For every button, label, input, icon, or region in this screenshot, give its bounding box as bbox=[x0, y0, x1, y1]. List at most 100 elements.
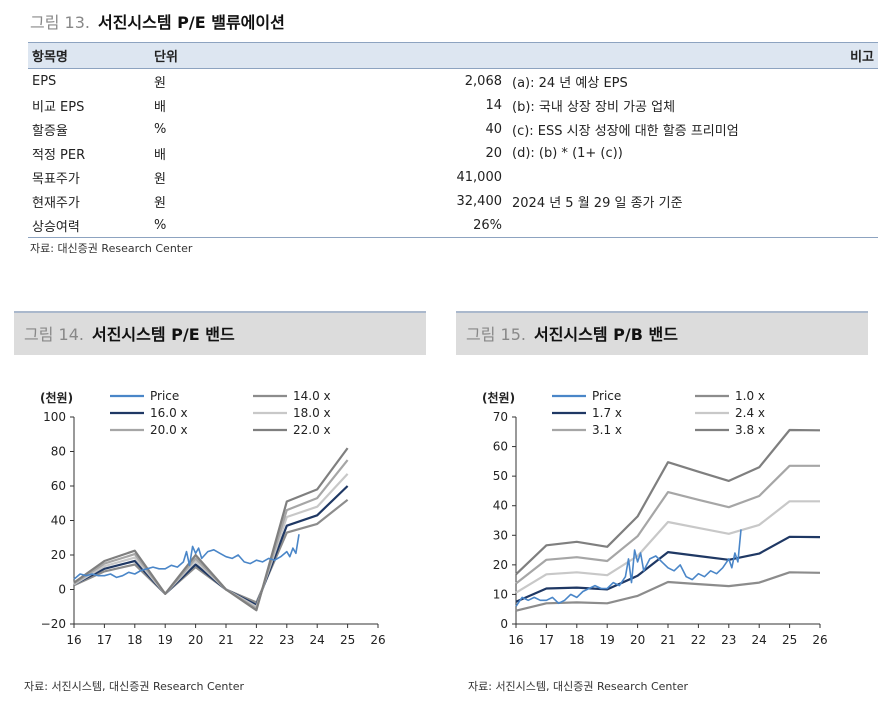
series-line-price bbox=[73, 534, 300, 580]
legend-label: 1.0 x bbox=[735, 389, 765, 403]
row-item: 상승여력 bbox=[28, 213, 150, 238]
y-tick-label: 20 bbox=[51, 548, 66, 562]
y-tick-label: 60 bbox=[51, 479, 66, 493]
x-tick-label: 18 bbox=[127, 633, 142, 647]
fig14-title: 그림 14. 서진시스템 P/E 밴드 bbox=[14, 313, 426, 345]
series-line-1-0-x bbox=[515, 571, 821, 612]
table-row: 할증율% 40 (c): ESS 시장 성장에 대한 할증 프리미엄 bbox=[28, 117, 878, 141]
row-note: (b): 국내 상장 장비 가공 업체 bbox=[512, 99, 676, 115]
series-line-16-0-x bbox=[73, 485, 349, 607]
row-unit: 원 bbox=[154, 75, 166, 91]
header-value bbox=[438, 42, 508, 69]
row-value: 26% bbox=[438, 213, 508, 238]
row-value: 20 bbox=[485, 145, 502, 161]
y-tick-label: −20 bbox=[41, 617, 66, 631]
pb-band-chart: 0 10 20 30 40 50 60 70 16 17 18 19 20 21 22 23 24 25 26 (천원… bbox=[482, 389, 828, 647]
x-tick-label: 19 bbox=[600, 633, 615, 647]
x-tick-label: 25 bbox=[340, 633, 355, 647]
row-note: (a): 24 년 예상 EPS bbox=[512, 75, 628, 91]
row-item: 목표주가 bbox=[32, 171, 80, 187]
y-tick-label: 50 bbox=[493, 469, 508, 483]
x-tick-label: 17 bbox=[539, 633, 554, 647]
row-value: 14 bbox=[485, 97, 502, 113]
legend-label: 22.0 x bbox=[293, 423, 331, 437]
y-tick-label: 80 bbox=[51, 445, 66, 459]
x-tick-label: 21 bbox=[218, 633, 233, 647]
row-item: 적정 PER bbox=[32, 147, 86, 163]
x-tick-label: 26 bbox=[370, 633, 385, 647]
header-item: 항목명 bbox=[28, 42, 150, 69]
legend-label: 14.0 x bbox=[293, 389, 331, 403]
x-tick-label: 24 bbox=[310, 633, 325, 647]
y-tick-label: 60 bbox=[493, 440, 508, 454]
table-row: 상승여력% 26% bbox=[28, 213, 878, 238]
y-tick-label: 0 bbox=[500, 617, 508, 631]
row-unit: 원 bbox=[154, 195, 166, 211]
series-line-3-8-x bbox=[515, 428, 821, 576]
series-line-20-0-x bbox=[73, 459, 349, 610]
y-tick-label: 0 bbox=[58, 583, 66, 597]
table-row: 비교 EPS 배 14 (b): 국내 상장 장비 가공 업체 bbox=[28, 93, 878, 117]
fig14-title-text: 서진시스템 P/E 밴드 bbox=[91, 325, 235, 344]
table-header-row: 항목명 단위 비고 bbox=[28, 42, 878, 69]
table-row: EPS 원 2,068 (a): 24 년 예상 EPS bbox=[28, 69, 878, 94]
x-tick-label: 23 bbox=[279, 633, 294, 647]
series-line-2-4-x bbox=[515, 500, 820, 594]
x-tick-label: 16 bbox=[508, 633, 523, 647]
fig15-source: 자료: 서진시스템, 대신증권 Research Center bbox=[468, 680, 688, 693]
row-item: 할증율 bbox=[32, 123, 68, 139]
fig14-header: 그림 14. 서진시스템 P/E 밴드 bbox=[14, 311, 426, 355]
header-unit: 단위 bbox=[150, 42, 438, 69]
legend-label: Price bbox=[150, 389, 179, 403]
valuation-table: 항목명 단위 비고 EPS 원 2,068 (a): 24 년 예상 EPS 비교 EP… bbox=[28, 42, 878, 238]
legend-label: 2.4 x bbox=[735, 406, 765, 420]
header-note: 비고 bbox=[508, 42, 878, 69]
x-tick-label: 24 bbox=[752, 633, 767, 647]
x-tick-label: 16 bbox=[66, 633, 81, 647]
legend-label: 3.1 x bbox=[592, 423, 622, 437]
row-unit: 원 bbox=[154, 171, 166, 187]
row-item: EPS bbox=[32, 73, 57, 89]
fig15-title-text: 서진시스템 P/B 밴드 bbox=[533, 325, 678, 344]
fig13-title: 그림 13. 서진시스템 P/E 밸류에이션 bbox=[30, 9, 285, 33]
fig14-source: 자료: 서진시스템, 대신증권 Research Center bbox=[24, 680, 244, 693]
x-tick-label: 22 bbox=[249, 633, 264, 647]
x-tick-label: 21 bbox=[660, 633, 675, 647]
row-item: 비교 EPS bbox=[32, 99, 85, 115]
pe-band-chart: −20 0 20 40 60 80 100 16 17 18 19 20 21 22 23 24 25 26 (천원… bbox=[40, 389, 386, 647]
row-value: 40 bbox=[485, 121, 502, 137]
row-unit: 배 bbox=[154, 99, 166, 115]
table-row: 현재주가 원 32,400 2024 년 5 월 29 일 종가 기준 bbox=[28, 189, 878, 213]
row-unit: 배 bbox=[154, 147, 166, 163]
table-row: 적정 PER 배 20 (d): (b) * (1+ (c)) bbox=[28, 141, 878, 165]
x-tick-label: 17 bbox=[97, 633, 112, 647]
legend-label: 18.0 x bbox=[293, 406, 331, 420]
unit-label: (천원) bbox=[40, 390, 73, 405]
row-value: 2,068 bbox=[464, 73, 502, 89]
legend-label: 3.8 x bbox=[735, 423, 765, 437]
unit-label: (천원) bbox=[482, 390, 515, 405]
fig14-number: 그림 14. bbox=[24, 325, 84, 344]
table-row: 목표주가 원 41,000 bbox=[28, 165, 878, 189]
row-note: 2024 년 5 월 29 일 종가 기준 bbox=[512, 195, 683, 211]
x-tick-label: 18 bbox=[569, 633, 584, 647]
series-line-price bbox=[515, 529, 742, 607]
row-value: 32,400 bbox=[456, 193, 503, 209]
row-item: 현재주가 bbox=[32, 195, 80, 211]
y-tick-label: 20 bbox=[493, 558, 508, 572]
x-tick-label: 22 bbox=[691, 633, 706, 647]
row-unit: % bbox=[154, 121, 167, 137]
y-tick-label: 40 bbox=[493, 499, 508, 513]
x-tick-label: 26 bbox=[812, 633, 827, 647]
y-tick-label: 40 bbox=[51, 514, 66, 528]
legend-label: 16.0 x bbox=[150, 406, 188, 420]
fig15-number: 그림 15. bbox=[466, 325, 526, 344]
x-tick-label: 20 bbox=[630, 633, 645, 647]
fig15-title: 그림 15. 서진시스템 P/B 밴드 bbox=[456, 313, 868, 345]
fig13-title-text: 서진시스템 P/E 밸류에이션 bbox=[97, 13, 285, 32]
legend-label: 20.0 x bbox=[150, 423, 188, 437]
row-note: (c): ESS 시장 성장에 대한 할증 프리미엄 bbox=[512, 123, 739, 139]
legend-label: 1.7 x bbox=[592, 406, 622, 420]
row-unit: % bbox=[150, 213, 438, 238]
row-note bbox=[508, 213, 878, 238]
